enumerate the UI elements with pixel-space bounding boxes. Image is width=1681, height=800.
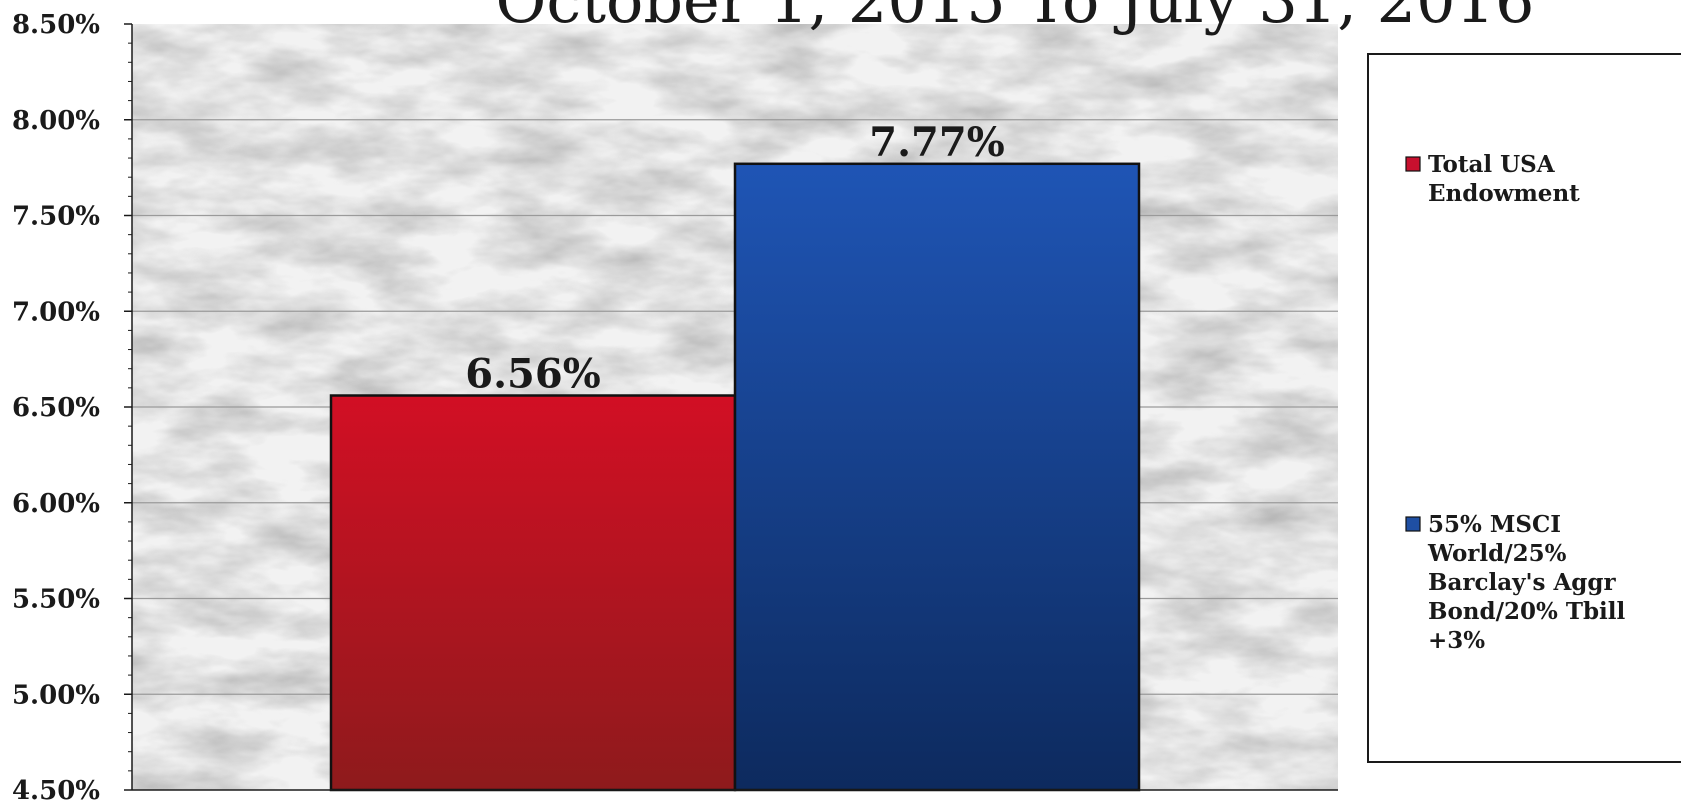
y-tick-label: 4.50% (12, 776, 100, 800)
legend-label-line: Endowment (1428, 180, 1580, 207)
bar-benchmark (733, 162, 1141, 792)
y-tick-label: 6.00% (12, 489, 100, 519)
data-label: 7.77% (869, 119, 1004, 166)
y-tick-label: 7.00% (12, 297, 100, 327)
y-tick-label: 8.00% (12, 106, 100, 136)
legend-swatch (1405, 516, 1421, 532)
bar-total-usa-endowment (329, 394, 737, 792)
y-axis: 4.50% 5.00% 5.50% 6.00% 6.50% 7.00% 7.50% 8.00%… (12, 10, 1338, 800)
legend-box (1367, 53, 1681, 763)
legend-label-line: Barclay's Aggr (1428, 569, 1616, 596)
y-tick-label: 6.50% (12, 393, 100, 423)
y-tick-label: 5.00% (12, 680, 100, 710)
y-tick-label: 5.50% (12, 585, 100, 615)
chart-title: October 1, 2015 To July 31, 2016 (496, 0, 1535, 37)
bars (329, 162, 1141, 792)
legend-label-line: World/25% (1427, 540, 1567, 567)
y-tick-label: 8.50% (12, 10, 100, 40)
legend-label-line: +3% (1428, 627, 1485, 654)
y-tick-label: 7.50% (12, 202, 100, 232)
data-label: 6.56% (465, 351, 600, 398)
legend-label-line: Bond/20% Tbill (1428, 598, 1626, 625)
legend-label-line: 55% MSCI (1428, 511, 1561, 538)
legend-label-line: Total USA (1428, 151, 1556, 178)
legend-swatch (1405, 156, 1421, 172)
data-labels: 6.56% 7.77% (465, 119, 1004, 398)
